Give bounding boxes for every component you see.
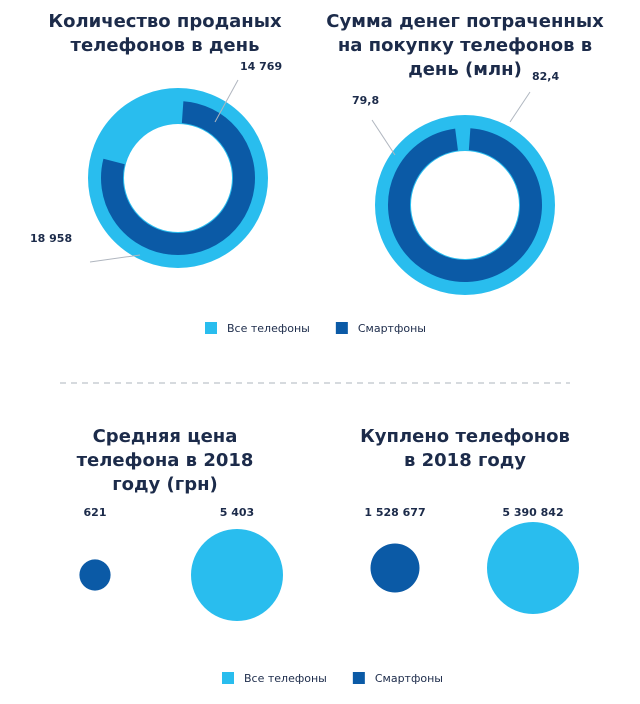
value-label: 82,4 xyxy=(532,70,559,83)
legend-swatch xyxy=(222,672,234,684)
leader-line xyxy=(371,119,396,156)
legend-label: Все телефоны xyxy=(227,322,310,335)
chart-title: Средняя цена телефона в 2018 году (грн) xyxy=(77,426,254,495)
legend-swatch xyxy=(205,322,217,334)
chart-title: Сумма денег потраченных на покупку телефо… xyxy=(326,11,604,80)
bubble xyxy=(370,543,420,593)
value-label: 14 769 xyxy=(240,60,282,73)
legend-label: Все телефоны xyxy=(244,672,327,685)
legend-label: Смартфоны xyxy=(358,322,426,335)
value-label: 1 528 677 xyxy=(364,506,425,519)
legend-swatch xyxy=(352,672,365,684)
legend-swatch xyxy=(335,322,348,334)
value-label: 5 390 842 xyxy=(502,506,563,519)
leader-line xyxy=(509,91,531,123)
donut-inner-arc xyxy=(101,101,255,255)
leader-line xyxy=(89,254,141,263)
legend-label: Смартфоны xyxy=(375,672,443,685)
leader-line xyxy=(214,79,239,123)
donut-inner-arc xyxy=(388,128,542,282)
value-label: 621 xyxy=(84,506,107,519)
chart-title: Куплено телефонов в 2018 году xyxy=(360,426,570,471)
value-label: 18 958 xyxy=(30,232,72,245)
value-label: 5 403 xyxy=(220,506,254,519)
bubble xyxy=(487,522,579,614)
chart-title: Количество проданых телефонов в день xyxy=(48,11,282,56)
bubble xyxy=(191,529,283,621)
bubble xyxy=(79,559,111,591)
value-label: 79,8 xyxy=(352,94,379,107)
